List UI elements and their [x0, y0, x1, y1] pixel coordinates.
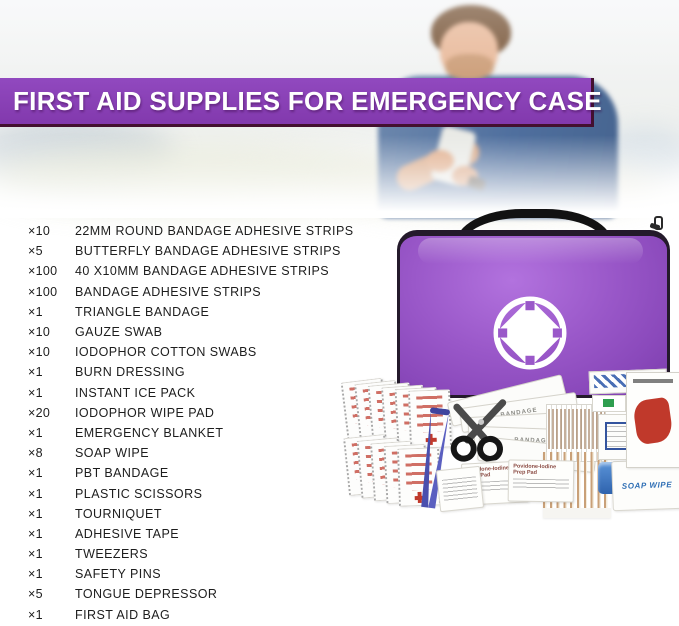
item-quantity: ×1 [28, 486, 43, 501]
hero-photo [0, 0, 679, 218]
list-item: ×1 TOURNIQUET [0, 504, 400, 524]
bandage-packet [408, 389, 452, 449]
item-quantity: ×1 [28, 526, 43, 541]
item-label: TWEEZERS [75, 547, 149, 562]
item-quantity: ×1 [28, 385, 43, 400]
prep-pad-packet [435, 465, 485, 513]
list-item: ×1 ADHESIVE TAPE [0, 524, 400, 544]
item-quantity: ×1 [28, 567, 43, 582]
item-label: BUTTERFLY BANDAGE ADHESIVE STRIPS [75, 244, 341, 259]
dressing-packet [598, 414, 654, 460]
item-quantity: ×10 [28, 224, 51, 239]
list-item: ×5 TONGUE DEPRESSOR [0, 584, 400, 604]
cotton-swabs [543, 452, 611, 518]
item-label: 22MM ROUND BANDAGE ADHESIVE STRIPS [75, 224, 354, 239]
list-item: ×5 BUTTERFLY BANDAGE ADHESIVE STRIPS [0, 241, 400, 261]
adhesive-tape-roll [598, 462, 620, 494]
list-item: ×1 PLASTIC SCISSORS [0, 483, 400, 503]
list-item: ×1 TRIANGLE BANDAGE [0, 302, 400, 322]
scissors-icon [450, 399, 507, 462]
item-quantity: ×1 [28, 304, 43, 319]
title-banner: FIRST AID SUPPLIES FOR EMERGENCY CASE [0, 78, 602, 127]
list-item: ×1 TWEEZERS [0, 544, 400, 564]
bandage-sachet-label: BANDAGE [514, 436, 552, 445]
item-label: BANDAGE ADHESIVE STRIPS [75, 284, 262, 299]
item-quantity: ×1 [28, 365, 43, 380]
prep-pad-label: Prep Pad [466, 472, 491, 480]
list-item: ×20 IODOPHOR WIPE PAD [0, 403, 400, 423]
item-label: TOURNIQUET [75, 506, 162, 521]
item-quantity: ×10 [28, 325, 51, 340]
list-item: ×10 IODOPHOR COTTON SWABS [0, 342, 400, 362]
list-item: ×1 FIRST AID BAG [0, 605, 400, 625]
item-quantity: ×1 [28, 607, 43, 622]
item-quantity: ×5 [28, 244, 43, 259]
list-item: ×1 INSTANT ICE PACK [0, 383, 400, 403]
item-label: IODOPHOR COTTON SWABS [75, 345, 257, 360]
soap-wipe-packet: SOAP WIPE [611, 458, 679, 512]
list-item: ×1 SAFETY PINS [0, 564, 400, 584]
list-item: ×100 BANDAGE ADHESIVE STRIPS [0, 282, 400, 302]
soap-wipe-label: SOAP WIPE [621, 479, 673, 491]
list-item: ×10 22MM ROUND BANDAGE ADHESIVE STRIPS [0, 221, 400, 241]
item-quantity: ×8 [28, 446, 43, 461]
item-label: BURN DRESSING [75, 365, 186, 380]
item-quantity: ×1 [28, 466, 43, 481]
supply-list: ×10 22MM ROUND BANDAGE ADHESIVE STRIPS ×5… [0, 221, 400, 625]
item-label: SAFETY PINS [75, 567, 161, 582]
item-label: TRIANGLE BANDAGE [75, 304, 210, 319]
prep-pad-packet: Povidone-Iodine Prep Pad [507, 459, 575, 503]
item-label: FIRST AID BAG [75, 607, 171, 622]
item-quantity: ×100 [28, 284, 58, 299]
list-item: ×1 BURN DRESSING [0, 362, 400, 382]
prep-pad-label: Povidone-Iodine [513, 463, 557, 471]
prep-pad-label: Povidone-Iodine [466, 465, 510, 474]
item-label: INSTANT ICE PACK [75, 385, 196, 400]
list-item: ×10 GAUZE SWAB [0, 322, 400, 342]
bandage-sachet [477, 435, 597, 474]
bag-sheen [418, 238, 643, 264]
item-label: SOAP WIPE [75, 446, 149, 461]
item-label: 40 X10MM BANDAGE ADHESIVE STRIPS [75, 264, 330, 279]
item-quantity: ×100 [28, 264, 58, 279]
item-quantity: ×1 [28, 547, 43, 562]
item-quantity: ×20 [28, 405, 51, 420]
page-title: FIRST AID SUPPLIES FOR EMERGENCY CASE [13, 85, 602, 116]
prep-pad-label: Prep Pad [513, 469, 538, 476]
item-label: ADHESIVE TAPE [75, 526, 180, 541]
item-label: TONGUE DEPRESSOR [75, 587, 218, 602]
zipper-pull-icon [648, 216, 664, 231]
item-quantity: ×1 [28, 506, 43, 521]
medical-cross-logo [493, 296, 567, 370]
item-label: PLASTIC SCISSORS [75, 486, 203, 501]
item-quantity: ×5 [28, 587, 43, 602]
tweezers-icon [421, 407, 450, 509]
list-item: ×8 SOAP WIPE [0, 443, 400, 463]
prep-pad-packet: Povidone-Iodine Prep Pad [460, 460, 530, 506]
item-label: EMERGENCY BLANKET [75, 425, 224, 440]
bandage-sachet [467, 410, 587, 443]
bandage-sachet: BANDAGE [473, 425, 593, 456]
item-quantity: ×1 [28, 425, 43, 440]
item-label: IODOPHOR WIPE PAD [75, 405, 215, 420]
list-item: ×100 40 X10MM BANDAGE ADHESIVE STRIPS [0, 261, 400, 281]
bandage-packet [397, 447, 441, 507]
item-quantity: ×10 [28, 345, 51, 360]
item-label: GAUZE SWAB [75, 325, 163, 340]
list-item: ×1 EMERGENCY BLANKET [0, 423, 400, 443]
bandage-sachet-label: BANDAGE [500, 406, 538, 419]
cotton-swabs-wrapped [546, 404, 606, 462]
bandage-sachet: BANDAGE [458, 391, 580, 434]
list-item: ×1 PBT BANDAGE [0, 463, 400, 483]
item-label: PBT BANDAGE [75, 466, 169, 481]
